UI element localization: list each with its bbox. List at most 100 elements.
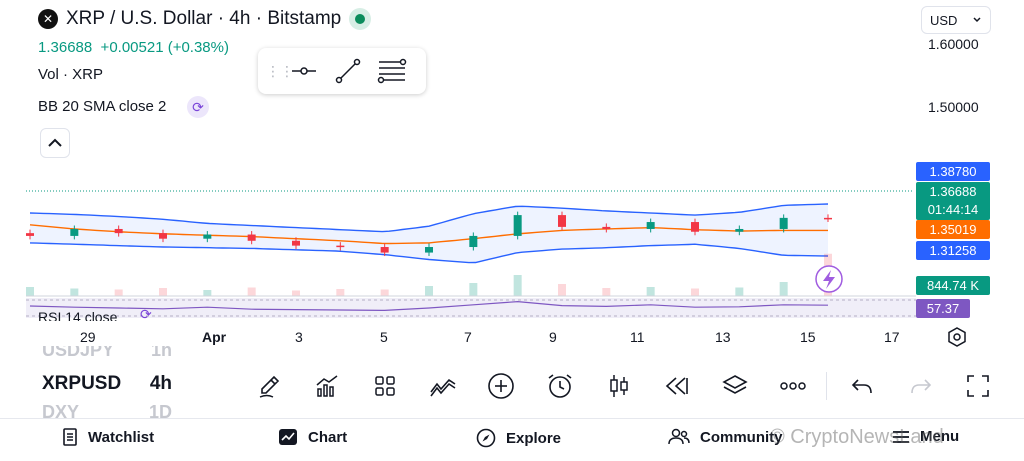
volume-bar [70, 288, 79, 296]
time-axis-label: 15 [800, 329, 816, 345]
fib-tool[interactable] [376, 55, 408, 87]
price-chart[interactable] [0, 0, 1024, 325]
watchlist-icon [63, 428, 77, 446]
volume-bar [425, 286, 433, 296]
volume-bar [336, 289, 345, 296]
watermark: © CryptoNewsLand [770, 426, 944, 448]
rsi-refresh-icon[interactable]: ⟳ [140, 306, 152, 321]
lightning-button[interactable] [815, 265, 843, 293]
candle [70, 225, 79, 240]
redo-icon [911, 379, 932, 394]
fullscreen-icon [967, 375, 989, 397]
nav-chart[interactable]: Chart [278, 428, 347, 446]
trend-line-tool[interactable] [332, 55, 364, 87]
symbol-prev[interactable]: USDJPY 1h [42, 346, 202, 361]
legend-title: XRP / U.S. Dollar · 4h · Bitstamp [66, 8, 342, 29]
candle-body [824, 217, 832, 220]
fullscreen-button[interactable] [963, 371, 993, 401]
nav-community[interactable]: Community [668, 428, 783, 446]
more-icon [780, 382, 806, 390]
symbol-name: XRPUSD [42, 373, 122, 394]
candle-body [691, 222, 699, 232]
currency-select[interactable]: USD [921, 6, 991, 34]
more-button[interactable] [778, 371, 808, 401]
time-axis-label: 3 [295, 329, 303, 345]
candle [558, 211, 566, 231]
candle [469, 232, 478, 251]
time-axis-label: 5 [380, 329, 388, 345]
layers-icon [722, 375, 748, 394]
candle-body [26, 233, 34, 236]
symbol-name: DXY [42, 402, 80, 418]
rsi-line [29, 300, 829, 312]
add-button[interactable] [486, 371, 516, 401]
time-axis-label: 29 [80, 329, 96, 345]
refresh-icon[interactable]: ⟳ [187, 96, 209, 118]
nav-label: Chart [308, 428, 348, 446]
symbol-current[interactable]: XRPUSD 4h [42, 373, 202, 395]
candle [292, 237, 300, 250]
candlesticks [26, 211, 832, 257]
symbol-carousel[interactable]: USDJPY 1h XRPUSD 4h DXY 1D [42, 346, 212, 418]
chart-settings-icon[interactable] [947, 327, 967, 347]
rsi-tag: 57.37 [916, 299, 970, 318]
legend-bollinger[interactable]: BB 20 SMA close 2 [38, 98, 167, 115]
drag-handle-icon[interactable]: ⋮⋮ [266, 63, 294, 79]
candle-body [602, 226, 611, 229]
horizontal-line-tool[interactable] [288, 55, 320, 87]
lightning-icon [823, 270, 835, 289]
alarm-clock-icon [548, 374, 572, 398]
horizontal-line-icon [292, 67, 316, 75]
candle [513, 211, 522, 240]
draw-tool-button[interactable] [255, 371, 285, 401]
collapse-legend-button[interactable] [40, 128, 70, 158]
symbol-interval: 1D [148, 402, 172, 418]
bar-countdown: 01:44:14 [927, 202, 979, 217]
time-axis-label: Apr [202, 329, 227, 345]
candlestick-icon [610, 375, 628, 397]
volume-bar [380, 289, 389, 296]
rsi-pane-bg [26, 298, 916, 318]
symbol-legend[interactable]: ✕ XRP / U.S. Dollar · 4h · Bitstamp [38, 8, 372, 30]
candle-body [735, 228, 744, 232]
last-price-value: 1.36688 [929, 184, 977, 199]
candle [336, 242, 345, 251]
volume-tag: 844.74 K [916, 276, 990, 295]
price-axis-label: 1.60000 [928, 36, 979, 52]
nav-watchlist[interactable]: Watchlist [62, 428, 154, 446]
layouts-button[interactable] [370, 371, 400, 401]
nav-menu[interactable]: Menu [892, 428, 959, 445]
alert-button[interactable] [545, 371, 575, 401]
indicators-button[interactable] [312, 371, 342, 401]
drawing-toolbar: ⋮⋮ [258, 48, 426, 94]
replay-button[interactable] [662, 371, 692, 401]
line-chart-icon [430, 378, 456, 397]
time-axis-label: 13 [715, 329, 731, 345]
nav-explore[interactable]: Explore [476, 428, 561, 448]
volume-bar [203, 290, 212, 296]
volume-bar [26, 287, 34, 296]
undo-button[interactable] [847, 371, 877, 401]
candle [602, 223, 611, 233]
volume-bar [779, 282, 788, 296]
candle [824, 214, 832, 223]
nav-label: Watchlist [88, 428, 155, 446]
rsi-path [29, 300, 829, 312]
legend-rsi[interactable]: RSI 14 close [38, 309, 118, 321]
candles-button[interactable] [604, 371, 634, 401]
volume-bar [558, 284, 566, 296]
volume-bar [646, 287, 655, 296]
legend-volume[interactable]: Vol · XRP [38, 66, 104, 83]
candle-body [159, 233, 167, 239]
symbol-next[interactable]: DXY 1D [42, 402, 202, 418]
candle-body [114, 228, 123, 234]
chart-type-button[interactable] [428, 371, 458, 401]
candle-body [336, 245, 345, 248]
redo-button[interactable] [906, 371, 936, 401]
compass-icon [476, 428, 496, 448]
xrp-logo-icon: ✕ [38, 9, 58, 29]
legend-price: 1.36688 +0.00521 (+0.38%) [38, 39, 229, 56]
time-axis-label: 9 [549, 329, 557, 345]
candle [380, 243, 389, 257]
object-tree-button[interactable] [720, 371, 750, 401]
